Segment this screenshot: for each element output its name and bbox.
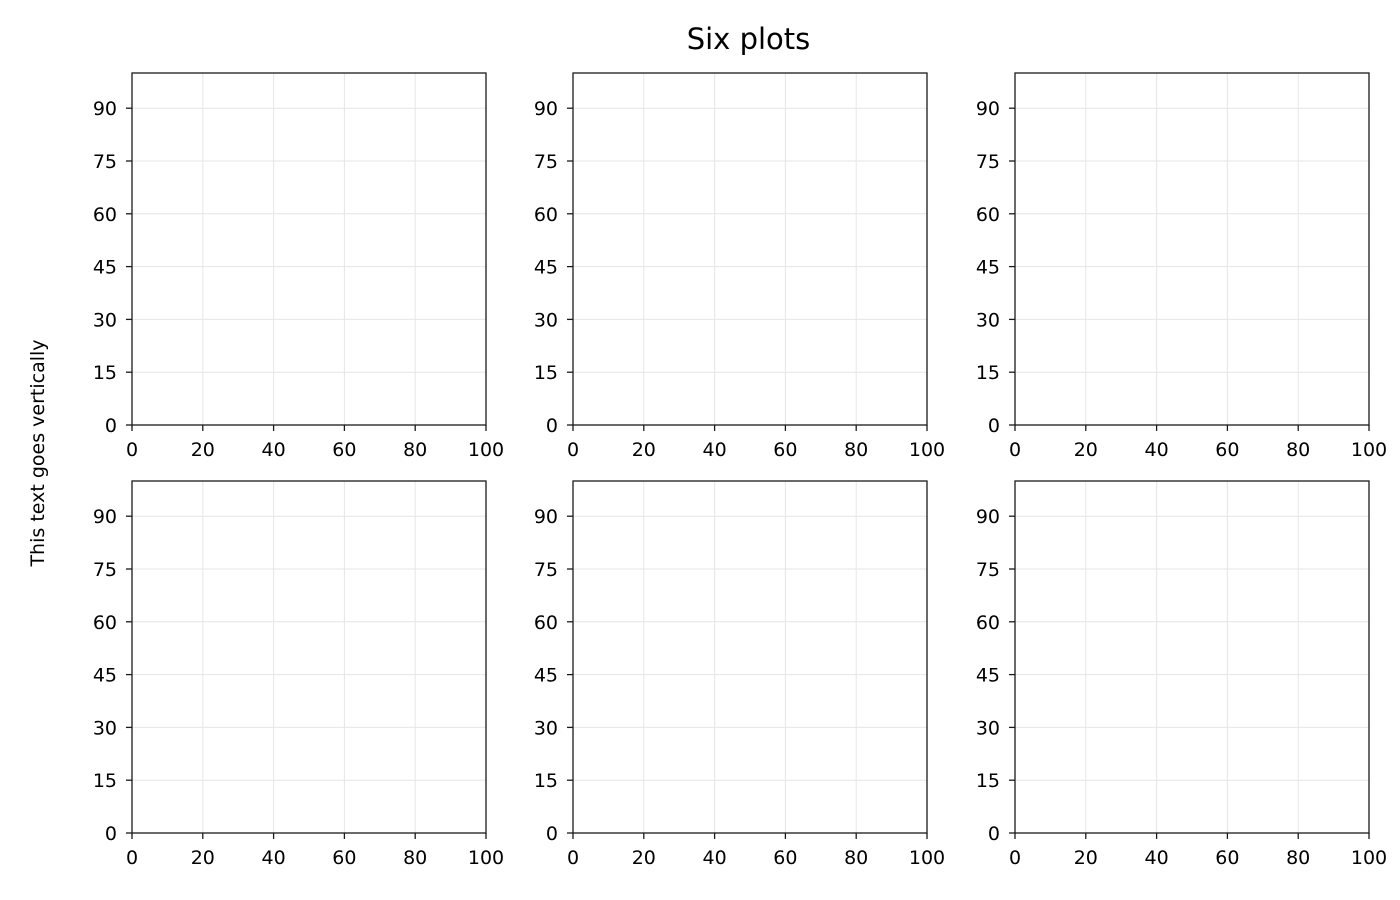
subplot-5: 0 20 40 60 80 100 0 15 30 45 60 75 90 (534, 480, 945, 869)
y-tick-label: 60 (534, 204, 558, 226)
y-tick-label: 45 (976, 665, 1000, 687)
x-tick-label: 20 (632, 847, 656, 869)
x-tick-label: 20 (1074, 439, 1098, 461)
plot-frame (131, 72, 487, 426)
x-tick-label: 20 (632, 439, 656, 461)
x-tick-label: 40 (1145, 847, 1169, 869)
plot-frame (572, 480, 928, 834)
plot-frame (131, 480, 487, 834)
plot-frame (572, 72, 928, 426)
x-tick-label: 20 (1074, 847, 1098, 869)
x-tick-label: 100 (468, 847, 504, 869)
y-tick-label: 30 (534, 309, 558, 331)
x-tick-label: 20 (191, 439, 215, 461)
subplot-6: 0 20 40 60 80 100 0 15 30 45 60 75 90 (976, 480, 1387, 869)
subplot-2: 0 20 40 60 80 100 0 15 30 45 60 75 90 (534, 72, 945, 461)
subplot-3: 0 20 40 60 80 100 0 15 30 45 60 75 90 (976, 72, 1387, 461)
x-tick-label: 100 (1351, 847, 1387, 869)
x-tick-label: 100 (909, 439, 945, 461)
y-tick-label: 75 (93, 151, 117, 173)
x-tick-label: 40 (703, 439, 727, 461)
x-tick-label: 20 (191, 847, 215, 869)
y-tick-label: 15 (93, 770, 117, 792)
x-tick-label: 0 (126, 439, 138, 461)
figure-title: Six plots (686, 22, 811, 56)
y-tick-label: 90 (976, 506, 1000, 528)
y-tick-label: 0 (105, 415, 117, 437)
x-tick-label: 80 (844, 439, 868, 461)
y-tick-label: 75 (93, 559, 117, 581)
x-tick-label: 60 (773, 439, 797, 461)
x-tick-label: 60 (1215, 847, 1239, 869)
y-tick-label: 30 (93, 717, 117, 739)
x-tick-label: 60 (773, 847, 797, 869)
y-tick-label: 45 (93, 665, 117, 687)
y-tick-label: 0 (105, 823, 117, 845)
subplot-4: 0 20 40 60 80 100 0 15 30 45 60 75 90 (93, 480, 504, 869)
x-tick-label: 0 (1009, 439, 1021, 461)
plot-frame (1014, 480, 1370, 834)
x-tick-label: 80 (844, 847, 868, 869)
y-tick-label: 75 (976, 559, 1000, 581)
y-tick-label: 75 (534, 559, 558, 581)
x-tick-label: 0 (567, 439, 579, 461)
y-tick-label: 60 (534, 612, 558, 634)
x-tick-label: 60 (332, 847, 356, 869)
plot-frame (1014, 72, 1370, 426)
y-tick-label: 45 (534, 257, 558, 279)
y-tick-label: 45 (93, 257, 117, 279)
x-tick-label: 80 (1286, 847, 1310, 869)
y-tick-label: 0 (988, 823, 1000, 845)
y-tick-label: 90 (93, 98, 117, 120)
y-tick-label: 15 (976, 362, 1000, 384)
y-tick-label: 0 (988, 415, 1000, 437)
x-tick-label: 0 (126, 847, 138, 869)
y-tick-label: 90 (534, 98, 558, 120)
y-tick-label: 0 (546, 823, 558, 845)
y-tick-label: 45 (976, 257, 1000, 279)
x-tick-label: 40 (703, 847, 727, 869)
y-tick-label: 90 (534, 506, 558, 528)
x-tick-label: 80 (403, 439, 427, 461)
y-tick-label: 75 (534, 151, 558, 173)
y-tick-label: 0 (546, 415, 558, 437)
x-tick-label: 100 (1351, 439, 1387, 461)
y-tick-label: 30 (93, 309, 117, 331)
y-tick-label: 75 (976, 151, 1000, 173)
y-tick-label: 60 (93, 612, 117, 634)
y-tick-label: 15 (976, 770, 1000, 792)
x-tick-label: 60 (1215, 439, 1239, 461)
y-tick-label: 30 (976, 309, 1000, 331)
y-tick-label: 15 (534, 362, 558, 384)
y-tick-label: 60 (976, 204, 1000, 226)
y-tick-label: 15 (534, 770, 558, 792)
y-tick-label: 30 (976, 717, 1000, 739)
x-tick-label: 80 (1286, 439, 1310, 461)
y-tick-label: 15 (93, 362, 117, 384)
x-tick-label: 60 (332, 439, 356, 461)
x-tick-label: 0 (567, 847, 579, 869)
x-tick-label: 40 (262, 439, 286, 461)
x-tick-label: 80 (403, 847, 427, 869)
y-tick-label: 45 (534, 665, 558, 687)
y-tick-label: 30 (534, 717, 558, 739)
x-tick-label: 0 (1009, 847, 1021, 869)
x-tick-label: 100 (468, 439, 504, 461)
y-tick-label: 60 (93, 204, 117, 226)
subplot-1: 0 20 40 60 80 100 0 15 30 45 60 75 90 (93, 72, 504, 461)
x-tick-label: 40 (262, 847, 286, 869)
y-tick-label: 60 (976, 612, 1000, 634)
x-tick-label: 100 (909, 847, 945, 869)
x-tick-label: 40 (1145, 439, 1169, 461)
y-tick-label: 90 (93, 506, 117, 528)
y-tick-label: 90 (976, 98, 1000, 120)
